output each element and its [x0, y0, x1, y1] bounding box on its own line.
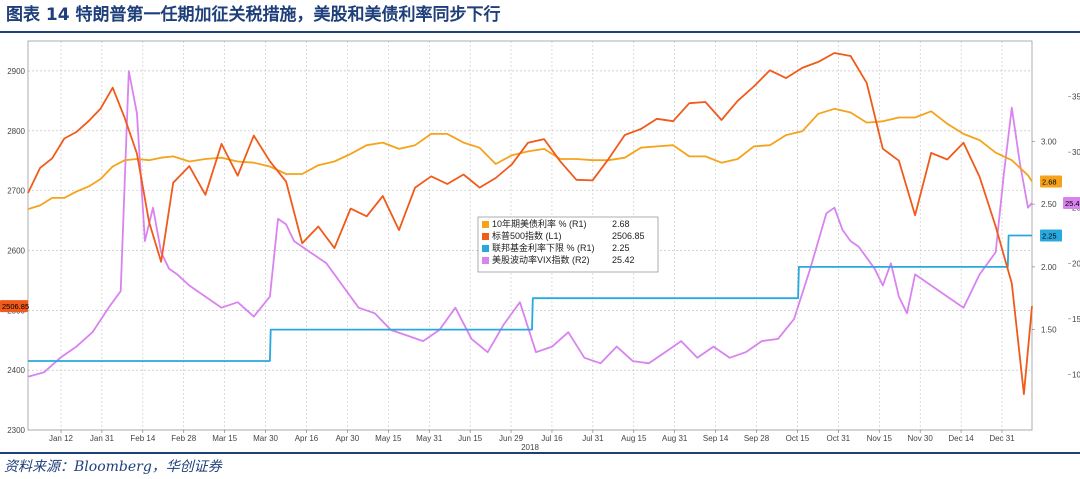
x-tick-label: Feb 14 — [130, 434, 155, 443]
x-tick-label: Mar 30 — [253, 434, 278, 443]
legend-value-spx: 2506.85 — [612, 231, 645, 241]
legend-value-yield10y: 2.68 — [612, 219, 630, 229]
tag-box-fedfunds — [1040, 229, 1062, 242]
chart-title: 图表 14 特朗普第一任期加征关税措施，美股和美债利率同步下行 — [6, 5, 501, 25]
last-value-tags: 2506.85 2.68 2.25 25.42 — [0, 175, 1080, 313]
x-tick-label: Jan 12 — [49, 434, 74, 443]
x-tick-label: Nov 15 — [867, 434, 893, 443]
legend-value-vix: 25.42 — [612, 255, 635, 265]
left-tick-label: 2600 — [7, 246, 25, 255]
right1-tick-label: 3.00 — [1041, 137, 1057, 146]
tag-value-yield10y: 2.68 — [1042, 178, 1057, 187]
tag-box-vix — [1063, 197, 1080, 210]
x-tick-label: Mar 15 — [212, 434, 237, 443]
legend-swatch-vix — [482, 257, 489, 264]
x-tick-label: Jan 31 — [90, 434, 115, 443]
legend-label-yield10y: 10年期美债利率 % (R1) — [492, 218, 587, 229]
x-year-label: 2018 — [521, 443, 539, 452]
x-tick-label: Sep 28 — [744, 434, 770, 443]
left-tick-label: 2300 — [7, 426, 25, 435]
tag-value-spx: 2506.85 — [2, 302, 29, 311]
x-tick-label: Jul 31 — [582, 434, 604, 443]
grid — [28, 41, 1032, 431]
legend-label-vix: 美股波动率VIX指数 (R2) — [492, 254, 590, 265]
series-line-fedfunds — [28, 234, 1032, 362]
x-tick-label: Jul 16 — [541, 434, 563, 443]
legend-label-fedfunds: 联邦基金利率下限 % (R1) — [492, 242, 595, 253]
legend-label-spx: 标普500指数 (L1) — [492, 230, 562, 241]
tag-value-fedfunds: 2.25 — [1042, 232, 1057, 241]
series-group — [27, 52, 1033, 396]
right2-tick-label: 35.00 — [1072, 93, 1080, 102]
right2-tick-label: 30.00 — [1072, 148, 1080, 157]
x-tick-label: Feb 28 — [171, 434, 196, 443]
left-tick-label: 2900 — [7, 67, 25, 76]
left-tick-label: 2700 — [7, 187, 25, 196]
right1-tick-label: 2.50 — [1041, 200, 1057, 209]
left-tick-label: 2800 — [7, 127, 25, 136]
tag-value-vix: 25.42 — [1065, 199, 1080, 208]
legend-swatch-spx — [482, 233, 489, 240]
x-tick-label: May 31 — [416, 434, 443, 443]
x-tick-label: Oct 15 — [786, 434, 810, 443]
x-tick-label: Jun 15 — [458, 434, 483, 443]
series-line-vix — [27, 70, 1033, 378]
right2-tick-label: 10.00 — [1072, 370, 1080, 379]
right2-tick-label: 20.00 — [1072, 259, 1080, 268]
x-tick-label: Apr 16 — [295, 434, 319, 443]
series-line-spx — [27, 52, 1033, 396]
right1-tick-label: 1.50 — [1041, 326, 1057, 335]
right2-tick-label: 15.00 — [1072, 315, 1080, 324]
source-note: 资料来源：Bloomberg，华创证券 — [4, 459, 222, 475]
x-tick-label: Nov 30 — [907, 434, 933, 443]
legend: 10年期美债利率 % (R1) 2.68 标普500指数 (L1) 2506.85 联邦… — [477, 216, 659, 273]
legend-box — [477, 216, 659, 273]
legend-swatch-fedfunds — [482, 245, 489, 252]
x-tick-label: Jun 29 — [499, 434, 524, 443]
title-rule — [0, 31, 1080, 33]
x-tick-label: May 15 — [375, 434, 402, 443]
x-tick-label: Dec 31 — [989, 434, 1015, 443]
legend-swatch-yield10y — [482, 221, 489, 228]
x-tick-label: Dec 14 — [948, 434, 974, 443]
x-tick-label: Oct 31 — [827, 434, 851, 443]
tag-box-spx — [0, 300, 28, 313]
right1-tick-label: 2.00 — [1041, 263, 1057, 272]
x-tick-label: Aug 15 — [621, 434, 647, 443]
footer-rule — [0, 452, 1080, 454]
tag-box-yield10y — [1040, 175, 1062, 188]
x-tick-label: Sep 14 — [703, 434, 729, 443]
legend-value-fedfunds: 2.25 — [612, 243, 630, 253]
x-tick-label: Aug 31 — [662, 434, 688, 443]
x-tick-label: Apr 30 — [336, 434, 360, 443]
left-tick-label: 2400 — [7, 366, 25, 375]
series-line-yield10y — [27, 107, 1033, 210]
chart: 23002400250026002700280029001.502.002.50… — [0, 40, 1080, 452]
